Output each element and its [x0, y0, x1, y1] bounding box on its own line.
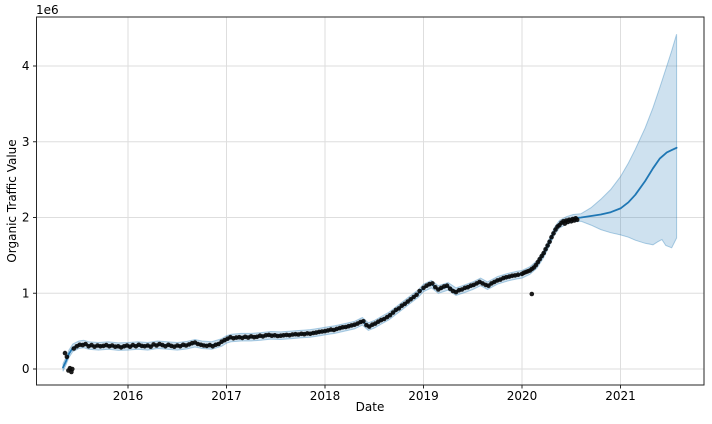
y-tick-label: 2: [22, 211, 30, 225]
scatter-point: [574, 217, 580, 223]
scatter-point: [430, 281, 435, 286]
y-tick-label: 4: [22, 59, 30, 73]
scatter-series: [62, 216, 580, 375]
y-tick-label: 0: [22, 362, 30, 376]
plot-frame: [36, 16, 705, 386]
plot-frame-group: [36, 16, 705, 386]
scatter-point: [547, 239, 552, 244]
x-tick-label: 2017: [211, 389, 242, 403]
scatter-point: [361, 319, 366, 324]
confidence-band: [62, 34, 678, 372]
x-tick-label: 2016: [113, 389, 144, 403]
scatter-point: [541, 250, 546, 256]
scatter-point: [529, 291, 535, 297]
scatter-point: [551, 231, 556, 236]
y-axis-title: Organic Traffic Value: [5, 139, 19, 263]
y-axis: 0 1 2 3 4: [22, 59, 37, 376]
scatter-point: [444, 283, 450, 289]
y-axis-offset-label: 1e6: [36, 3, 59, 17]
scatter-point: [390, 310, 396, 315]
trend-line: [62, 146, 678, 369]
x-axis-title: Date: [355, 400, 385, 414]
scatter-point: [64, 354, 70, 360]
scatter-point: [543, 247, 548, 252]
plot-grid: [37, 17, 704, 385]
x-tick-label: 2021: [605, 389, 636, 403]
scatter-point: [387, 312, 393, 318]
x-tick-label: 2018: [310, 389, 341, 403]
x-axis: 2016 2017 2018 2019 2020 2021: [113, 385, 636, 403]
scatter-point: [515, 272, 521, 278]
scatter-point: [62, 350, 68, 356]
scatter-point: [414, 292, 419, 298]
scatter-point: [545, 243, 550, 248]
scatter-point: [70, 366, 75, 372]
scatter-point: [549, 234, 554, 240]
x-tick-label: 2020: [507, 389, 538, 403]
x-tick-label: 2019: [408, 389, 439, 403]
confidence-band-group: [62, 34, 678, 372]
scatter-point: [396, 306, 402, 311]
y-tick-label: 1: [22, 286, 30, 300]
y-tick-label: 3: [22, 135, 30, 149]
trend-line-group: [62, 146, 678, 369]
scatter-point: [417, 288, 422, 294]
